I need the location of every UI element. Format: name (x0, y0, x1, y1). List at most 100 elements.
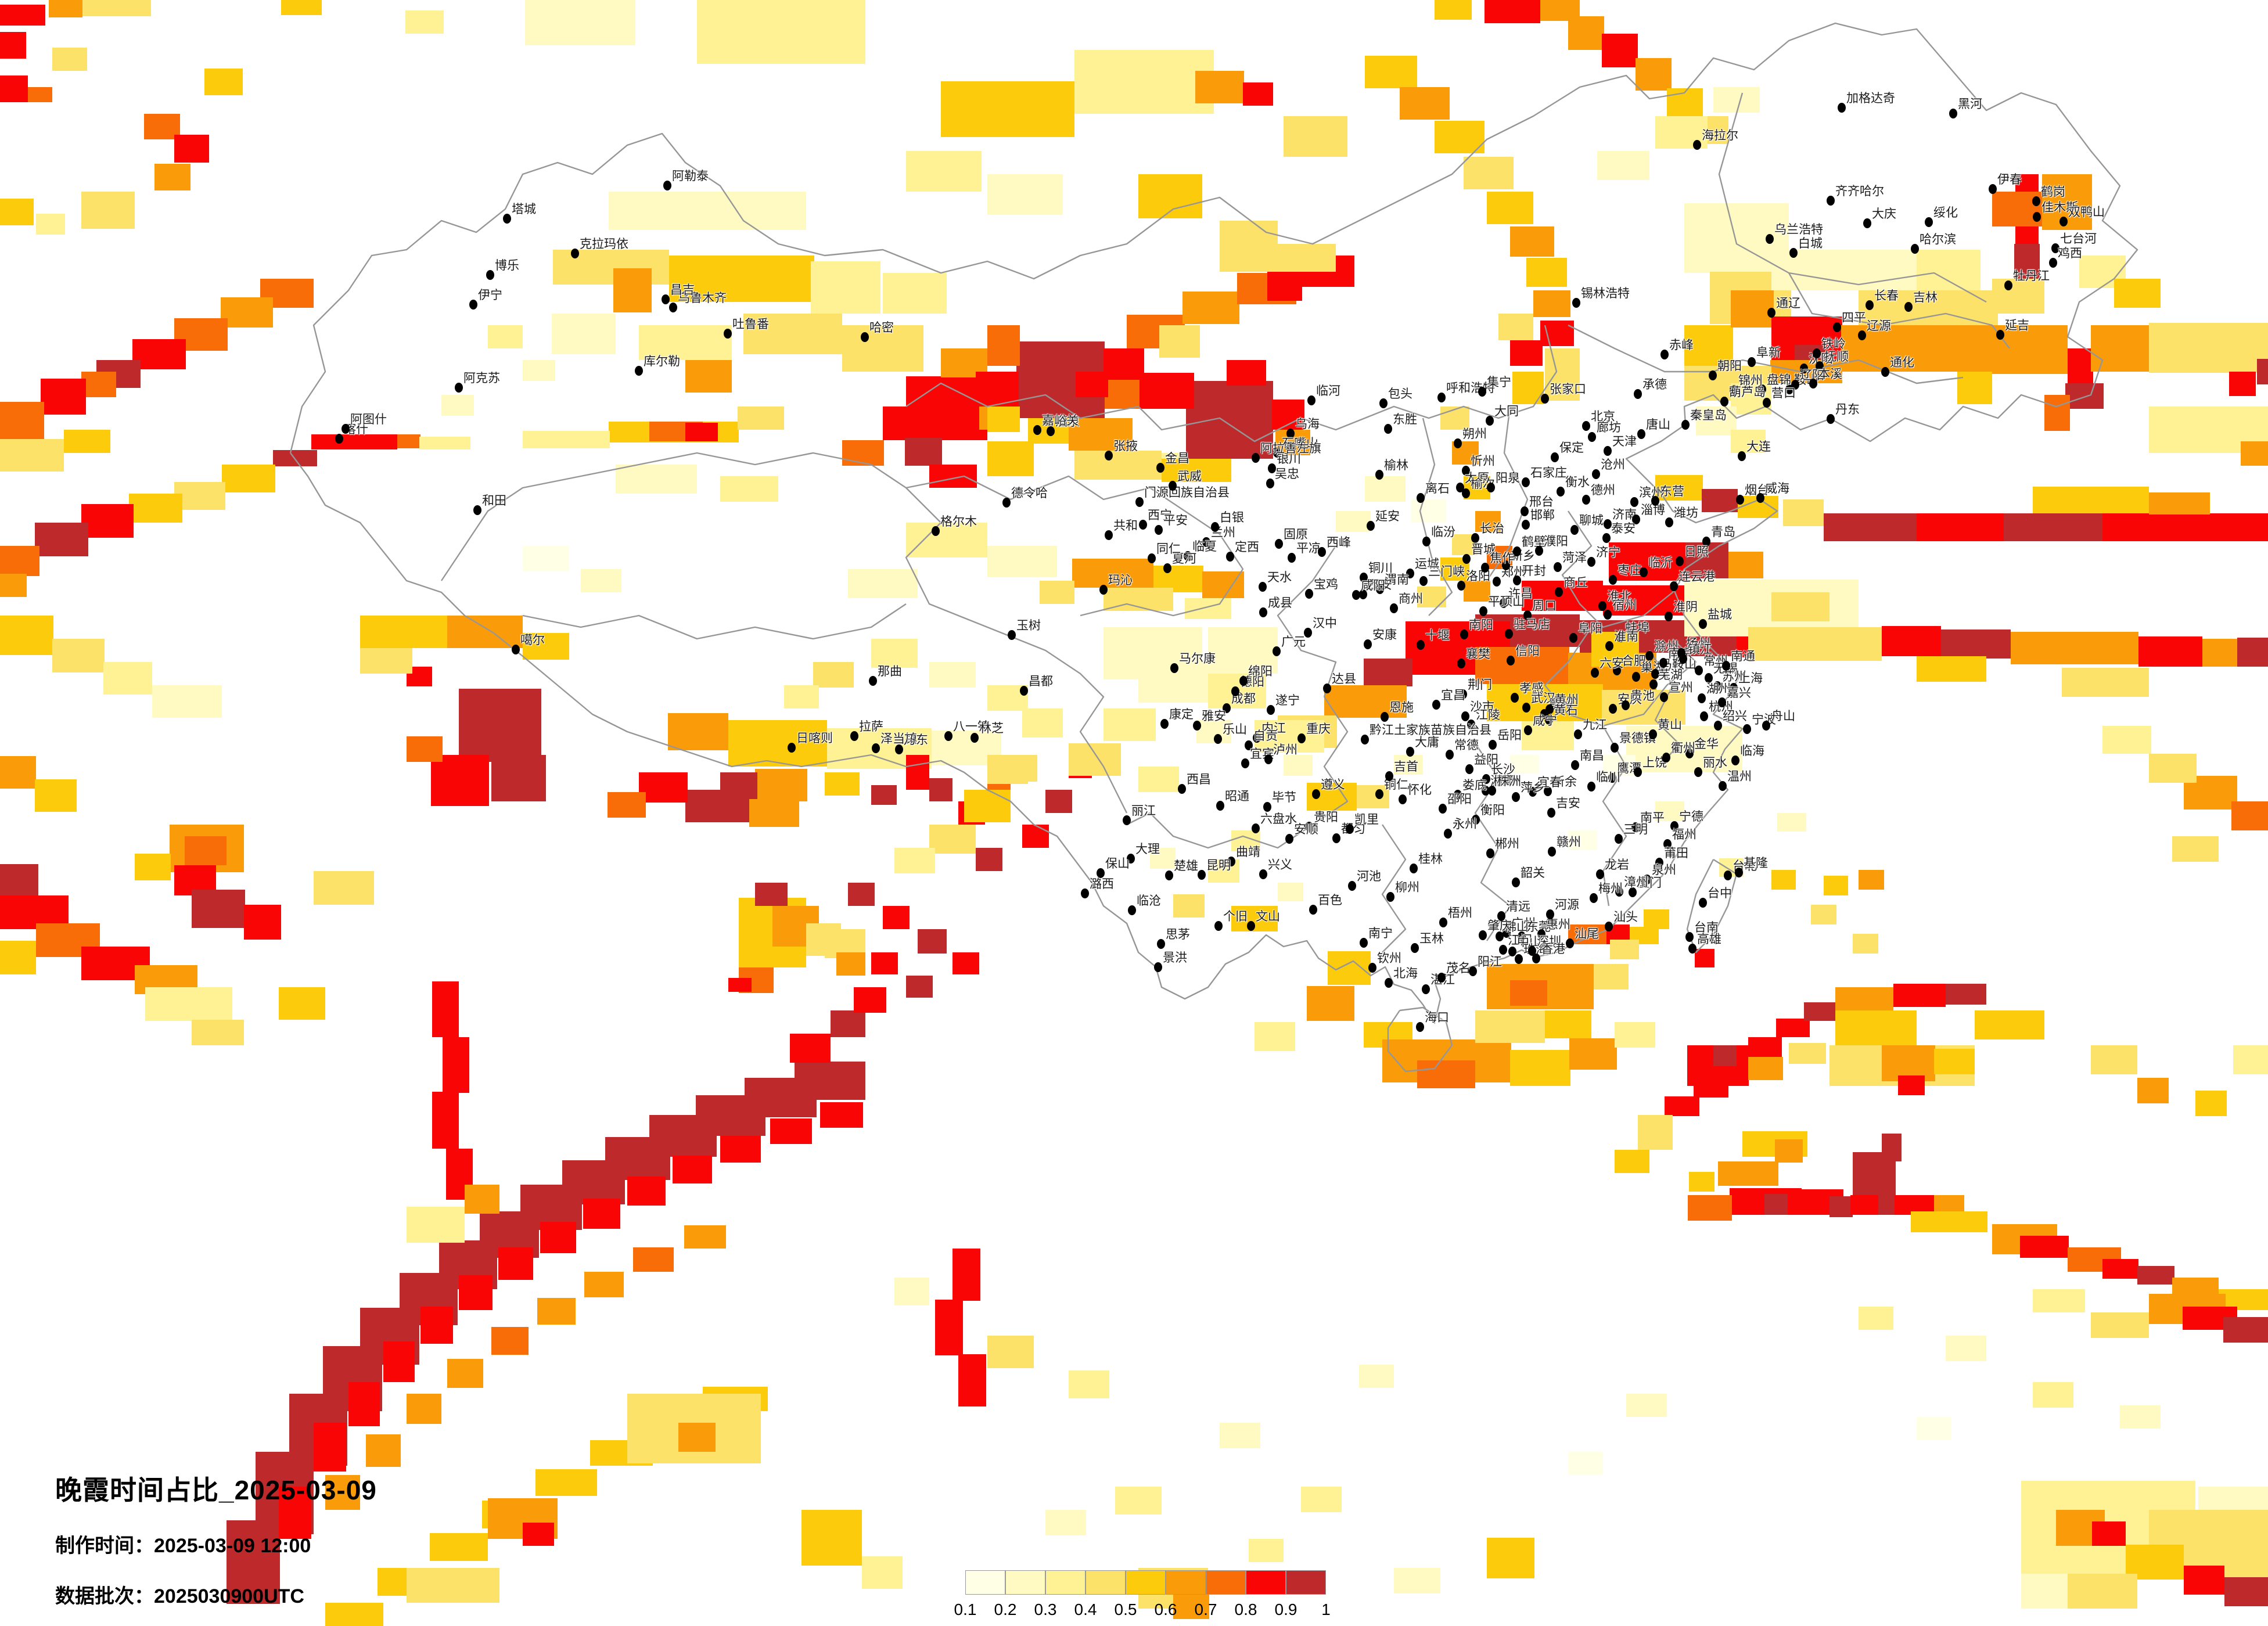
city-dot (1446, 750, 1454, 760)
city-dot (1439, 918, 1447, 927)
heat-cell (1267, 272, 1302, 301)
heat-cell (221, 297, 273, 328)
city-dot (1020, 686, 1028, 696)
heat-cell (525, 0, 635, 45)
legend-tick-label: 0.1 (954, 1600, 977, 1618)
heat-cell (2033, 487, 2149, 513)
city-label: 永州 (1453, 818, 1477, 831)
city-dot (1554, 562, 1562, 572)
city-label: 邵阳 (1447, 793, 1472, 806)
heat-cell (129, 494, 182, 523)
city-label: 焦作 (1490, 552, 1514, 565)
city-label: 贵池 (1630, 689, 1655, 703)
city-dot (1634, 389, 1642, 399)
heat-cell (28, 87, 52, 102)
city-label: 伊宁 (478, 289, 502, 302)
legend-color-box (1166, 1570, 1206, 1595)
city-dot (1379, 398, 1388, 408)
city-dot (1762, 721, 1770, 731)
city-label: 林芝 (979, 722, 1004, 735)
city-dot (1419, 576, 1428, 586)
legend-color-box (1086, 1570, 1126, 1595)
city-label: 日喀则 (796, 732, 833, 745)
city-label: 博乐 (495, 259, 519, 272)
heat-cell (35, 523, 88, 556)
city-label: 商丘 (1563, 576, 1588, 589)
heat-cell (906, 976, 933, 998)
city-label: 六安 (1600, 657, 1624, 670)
heat-cell (1498, 314, 1533, 340)
heat-cell (1069, 418, 1133, 451)
city-dot (1695, 665, 1703, 675)
city-dot (1288, 553, 1296, 563)
city-dot (1513, 546, 1521, 556)
city-dot (1312, 789, 1320, 799)
city-label: 福州 (1672, 828, 1696, 841)
city-label: 襄樊 (1466, 647, 1490, 661)
heat-cell (1917, 513, 2004, 541)
city-label: 牡丹江 (2013, 269, 2050, 283)
city-dot (1422, 984, 1430, 994)
city-label: 拉萨 (859, 720, 883, 733)
city-label: 温州 (1727, 770, 1752, 783)
city-label: 周口 (1532, 599, 1557, 613)
city-dot (1911, 244, 1919, 254)
city-dot (1499, 945, 1507, 955)
heat-cell (41, 379, 86, 415)
city-dot (1665, 517, 1673, 527)
city-label: 玉林 (1419, 932, 1444, 945)
city-label: 天水 (1267, 571, 1292, 584)
city-label: 嘉兴 (1727, 686, 1751, 700)
heat-cell (1364, 659, 1412, 686)
city-dot (1105, 530, 1113, 540)
city-dot (1925, 217, 1933, 227)
city-dot (2059, 217, 2068, 226)
city-dot (1699, 619, 1707, 629)
city-dot (1444, 829, 1452, 839)
city-dot (1497, 911, 1505, 921)
heat-cell (1533, 290, 1570, 317)
city-label: 长治 (1480, 522, 1504, 535)
heat-cell (185, 836, 227, 865)
city-label: 沧州 (1601, 458, 1625, 472)
city-label: 衡水 (1565, 476, 1590, 489)
heat-cell (581, 569, 621, 592)
city-label: 汉中 (1313, 617, 1337, 630)
city-dot (1718, 697, 1726, 707)
city-label: 吉首 (1394, 760, 1418, 774)
city-label: 咸宁 (1533, 714, 1557, 728)
city-label: 茂名 (1446, 962, 1471, 975)
heat-cell (871, 952, 898, 974)
city-dot (1722, 661, 1730, 671)
city-label: 大庆 (1872, 207, 1896, 221)
heat-cell (941, 81, 1074, 137)
heat-cell (1475, 647, 1569, 684)
city-label: 阿勒泰 (672, 170, 709, 183)
heat-cell (192, 1020, 244, 1045)
city-label: 保定 (1559, 441, 1584, 455)
city-dot (1522, 520, 1530, 530)
city-label: 张家口 (1550, 383, 1586, 396)
city-label: 南宁 (1368, 927, 1393, 940)
city-dot (1226, 552, 1234, 562)
heat-cell (1074, 50, 1214, 114)
heat-cell (1105, 380, 1145, 409)
heat-cell (2172, 836, 2219, 862)
city-label: 金昌 (1165, 452, 1189, 465)
city-dot (1693, 140, 1701, 150)
heat-cell (1602, 34, 1638, 67)
heat-cell (1022, 825, 1049, 848)
heat-cell (1957, 372, 1992, 404)
heat-cell (81, 504, 134, 538)
city-dot (1163, 563, 1171, 573)
boundary-line (1419, 418, 1453, 616)
city-label: 潍坊 (1674, 506, 1698, 520)
city-label: 邯郸 (1530, 509, 1555, 522)
heat-cell (1185, 598, 1231, 619)
heat-cell (749, 799, 799, 827)
city-label: 绍兴 (1723, 710, 1747, 723)
city-label: 宿州 (1612, 599, 1637, 612)
heat-cell (103, 662, 152, 695)
city-label: 延安 (1375, 510, 1400, 523)
city-dot (1863, 218, 1871, 228)
